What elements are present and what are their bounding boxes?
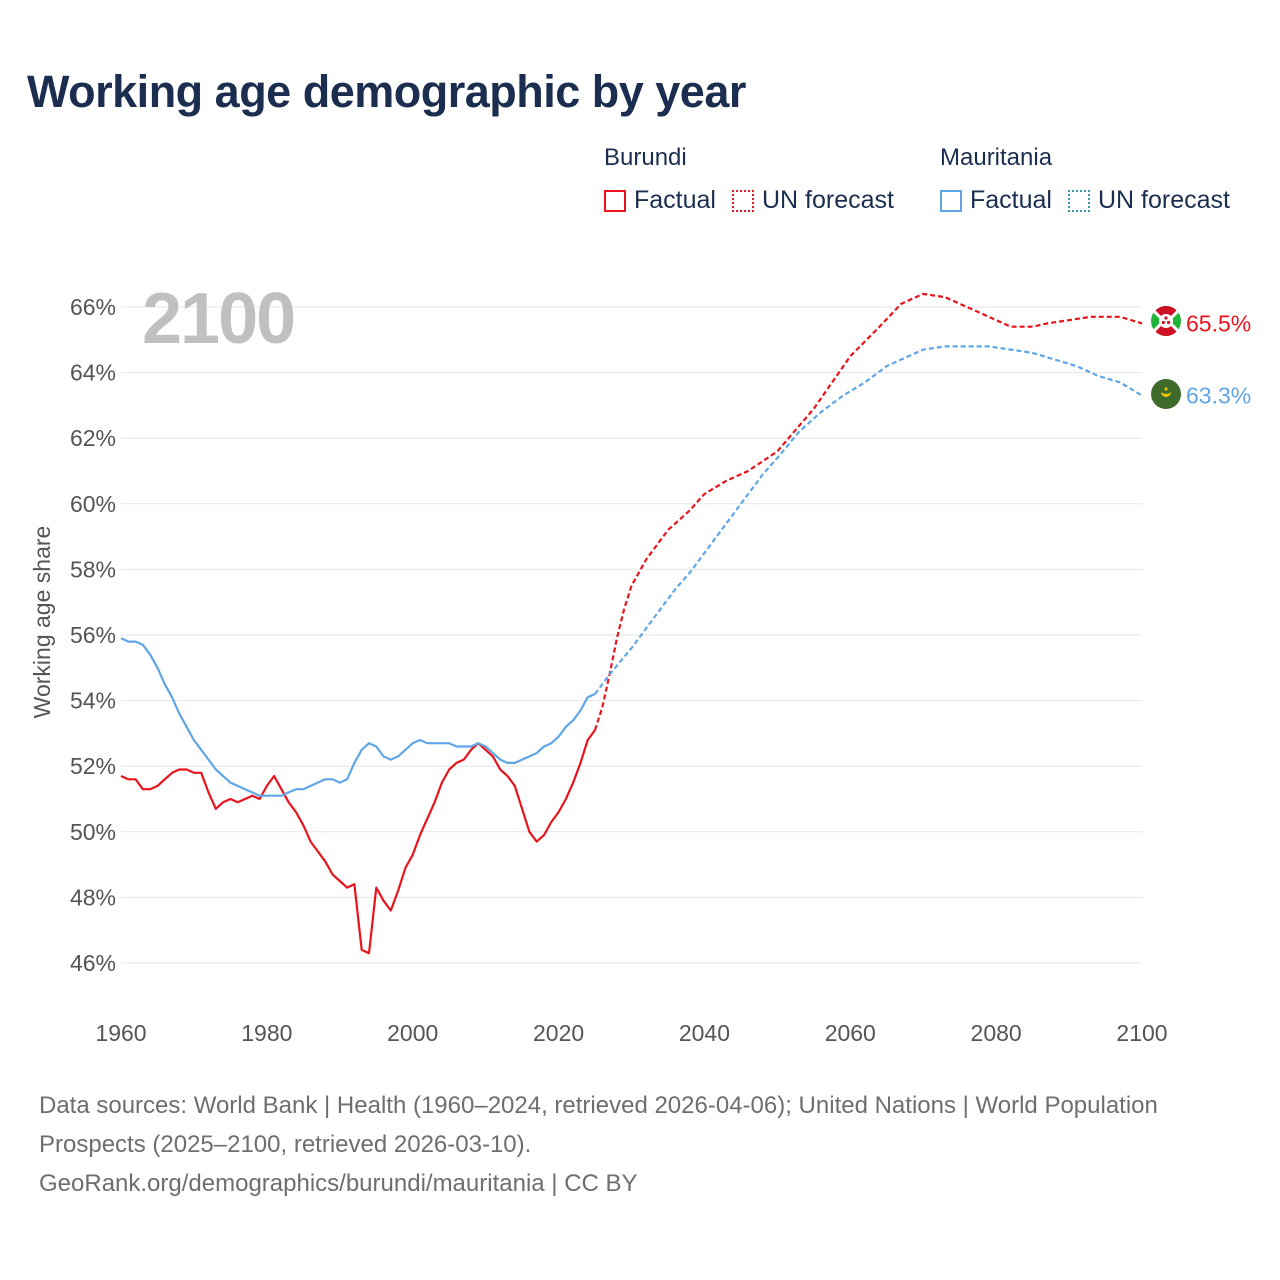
- y-tick-label: 66%: [70, 294, 116, 320]
- y-tick-label: 52%: [70, 753, 116, 779]
- line-chart: 2100 46% 48% 50% 52% 54% 56% 58% 60% 62% 64% 66% 1…: [29, 279, 1251, 1046]
- x-tick-label: 2080: [971, 1020, 1022, 1046]
- y-tick-label: 50%: [70, 819, 116, 845]
- mauritania-factual-line: [120, 637, 596, 797]
- footer: Data sources: World Bank | Health (1960–…: [39, 1086, 1239, 1203]
- burundi-end-label: 65.5%: [1186, 310, 1251, 336]
- legend-label: UN forecast: [761, 186, 894, 214]
- y-tick-label: 62%: [70, 425, 116, 451]
- y-tick-label: 64%: [70, 360, 116, 386]
- end-labels: 65.5% 63.3%: [1186, 310, 1251, 408]
- credit-link[interactable]: GeoRank.org/demographics/burundi/maurita…: [39, 1170, 638, 1197]
- end-markers: [1148, 303, 1184, 409]
- legend-label: UN forecast: [1097, 186, 1230, 214]
- y-tick-label: 46%: [70, 950, 116, 976]
- y-axis: 46% 48% 50% 52% 54% 56% 58% 60% 62% 64% 66%: [70, 294, 116, 976]
- x-tick-label: 2000: [387, 1020, 438, 1046]
- burundi-factual-line: [120, 729, 596, 955]
- chart-title: Working age demographic by year: [27, 66, 746, 117]
- legend-swatch-dotted: [1067, 189, 1090, 212]
- year-watermark: 2100: [142, 279, 294, 359]
- y-tick-label: 58%: [70, 556, 116, 582]
- legend-label: Factual: [634, 186, 716, 214]
- legend-mauritania-factual[interactable]: Factual: [940, 186, 1052, 215]
- legend-mauritania-name: Mauritania: [940, 144, 1053, 171]
- mauritania-end-label: 63.3%: [1186, 383, 1251, 409]
- legend-burundi: Burundi Factual UN forecast: [604, 144, 910, 215]
- legend-label: Factual: [970, 186, 1052, 214]
- y-tick-label: 60%: [70, 491, 116, 517]
- legend-mauritania: Mauritania Factual UN forecast: [940, 144, 1246, 215]
- gridlines: [121, 306, 1142, 964]
- y-tick-label: 54%: [70, 688, 116, 714]
- mauritania-flag-icon: [1151, 379, 1181, 409]
- mauritania-forecast-line: [594, 345, 1143, 695]
- legend-burundi-forecast[interactable]: UN forecast: [731, 186, 894, 215]
- y-axis-title: Working age share: [29, 526, 55, 719]
- legend-swatch-dotted: [731, 189, 754, 212]
- x-tick-label: 2060: [825, 1020, 876, 1046]
- x-tick-label: 1960: [95, 1020, 146, 1046]
- x-tick-label: 2100: [1116, 1020, 1167, 1046]
- y-tick-label: 56%: [70, 622, 116, 648]
- legend-burundi-factual[interactable]: Factual: [604, 186, 716, 215]
- x-tick-label: 2040: [679, 1020, 730, 1046]
- legend-swatch-solid: [940, 189, 962, 212]
- x-tick-label: 1980: [241, 1020, 292, 1046]
- y-tick-label: 48%: [70, 884, 116, 910]
- series-lines: [120, 292, 1143, 955]
- x-axis: 1960 1980 2000 2020 2040 2060 2080 2100: [95, 1020, 1167, 1046]
- data-sources: Data sources: World Bank | Health (1960–…: [39, 1092, 1158, 1158]
- x-tick-label: 2020: [533, 1020, 584, 1046]
- legend-swatch-solid: [604, 189, 626, 212]
- legend-burundi-name: Burundi: [604, 144, 687, 171]
- burundi-flag-icon: [1148, 303, 1184, 339]
- burundi-forecast-line: [593, 292, 1143, 731]
- legend-mauritania-forecast[interactable]: UN forecast: [1067, 186, 1230, 215]
